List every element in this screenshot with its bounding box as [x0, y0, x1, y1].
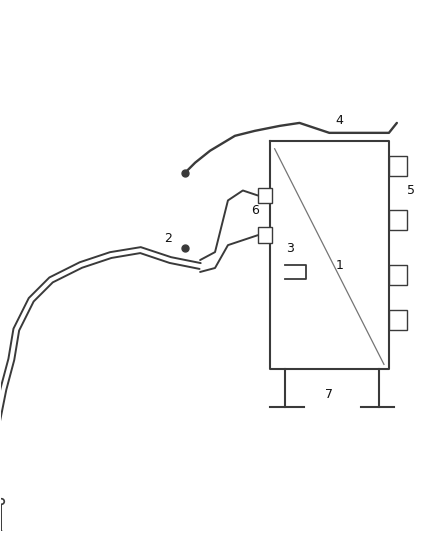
Text: 3: 3: [286, 241, 293, 255]
Text: 7: 7: [325, 387, 333, 401]
Bar: [389, 310, 407, 329]
Bar: [389, 156, 407, 175]
Text: 5: 5: [407, 184, 415, 197]
Text: 4: 4: [336, 115, 343, 127]
Bar: [258, 188, 272, 204]
Bar: [389, 211, 407, 230]
Bar: [389, 265, 407, 285]
Text: 2: 2: [164, 232, 172, 245]
Bar: [258, 227, 272, 243]
Text: 6: 6: [251, 204, 259, 217]
Text: 1: 1: [336, 259, 343, 271]
